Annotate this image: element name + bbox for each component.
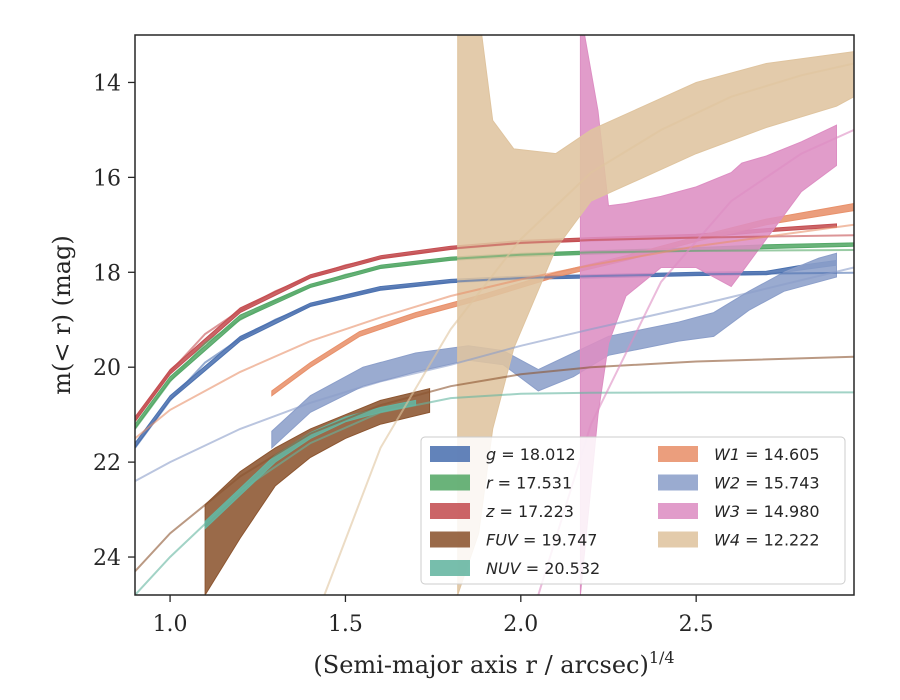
legend-swatch-w1 <box>658 446 698 462</box>
legend-swatch-w4 <box>658 531 698 548</box>
legend-swatch-nuv <box>430 560 470 576</box>
band-w3 <box>579 35 837 595</box>
legend: g = 18.012 r = 17.531 z = 17.223 FUV = 19.7… <box>420 436 846 585</box>
legend-swatch-r <box>430 474 470 491</box>
legend-label-w3: W3 = 14.980 <box>714 502 820 521</box>
x-axis-label: (Semi-major axis r / arcsec)1/4 <box>313 648 674 679</box>
legend-label-w1: W1 = 14.605 <box>714 445 820 464</box>
legend-label-g: g = 18.012 <box>486 445 576 464</box>
y-tick-label: 20 <box>93 356 121 381</box>
legend-swatch-g <box>430 446 470 462</box>
legend-swatch-w2 <box>658 474 698 491</box>
plot-frame <box>134 34 855 596</box>
band-r <box>135 242 854 430</box>
x-tick-label: 2.0 <box>503 612 538 637</box>
model-curve-nuv <box>135 391 854 595</box>
y-tick-label: 18 <box>93 261 121 286</box>
band-w4 <box>457 35 854 595</box>
x-tick-label: 1.0 <box>153 612 188 637</box>
model-curve-g <box>135 271 854 449</box>
y-tick-label: 22 <box>93 451 121 476</box>
model-curve-fuv <box>135 355 854 572</box>
y-tick-label: 14 <box>93 71 121 96</box>
x-tick-label: 1.5 <box>328 612 363 637</box>
x-tick-label: 2.5 <box>679 612 714 637</box>
legend-label-w2: W2 = 15.743 <box>714 474 820 493</box>
model-curve-w4 <box>323 62 854 595</box>
y-tick-label: 24 <box>93 546 121 571</box>
y-axis-label: m(< r) (mag) <box>48 235 76 394</box>
legend-label-nuv: NUV = 20.532 <box>486 559 600 578</box>
legend-swatch-w3 <box>658 503 698 519</box>
legend-label-fuv: FUV = 19.747 <box>486 531 597 550</box>
band-w1 <box>271 202 854 397</box>
model-curve-r <box>135 249 854 430</box>
legend-label-z: z = 17.223 <box>485 502 574 521</box>
y-tick-label: 16 <box>93 166 121 191</box>
y-axis: 14 16 18 20 22 24 <box>93 71 135 571</box>
legend-label-r: r = 17.531 <box>486 474 572 493</box>
x-axis: 1.0 1.5 2.0 2.5 <box>153 595 714 637</box>
legend-label-w4: W4 = 12.222 <box>714 531 820 550</box>
legend-frame <box>420 436 846 585</box>
model-curve-w1 <box>135 223 854 440</box>
legend-swatch-z <box>430 503 470 519</box>
legend-swatch-fuv <box>430 531 470 548</box>
model-curve-z <box>135 234 854 420</box>
